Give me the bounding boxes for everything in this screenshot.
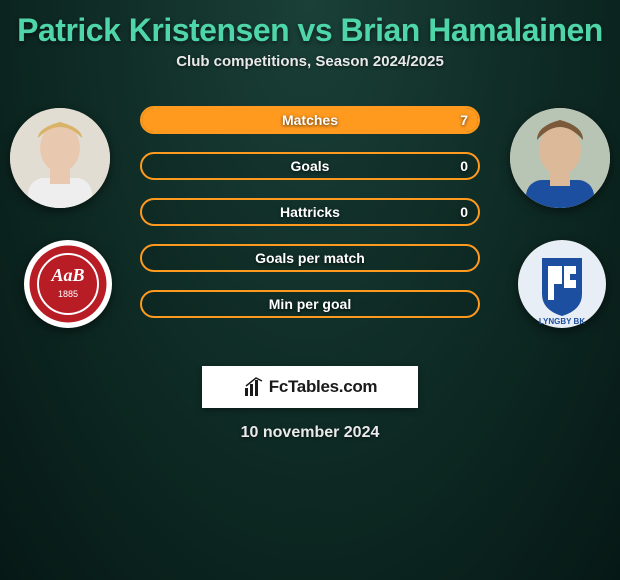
svg-text:1885: 1885 <box>58 289 78 299</box>
brand-text: FcTables.com <box>269 377 378 397</box>
stat-row-goals: Goals 0 <box>140 152 480 180</box>
player-left-avatar <box>10 108 110 208</box>
stat-row-hattricks: Hattricks 0 <box>140 198 480 226</box>
stat-value: 0 <box>460 200 468 224</box>
lyngby-badge-icon: LYNGBY BK <box>518 240 606 328</box>
player-left-club-badge: AaB 1885 <box>24 240 112 328</box>
stat-row-matches: Matches 7 <box>140 106 480 134</box>
stat-bars: Matches 7 Goals 0 Hattricks 0 Goals per … <box>140 98 480 318</box>
page-title: Patrick Kristensen vs Brian Hamalainen <box>0 0 620 53</box>
stat-label: Goals <box>142 154 478 178</box>
player-right-club-badge: LYNGBY BK <box>518 240 606 328</box>
stat-value: 7 <box>460 108 468 132</box>
svg-text:AaB: AaB <box>50 265 84 285</box>
stat-label: Min per goal <box>142 292 478 316</box>
subtitle-text: Club competitions, Season 2024/2025 <box>0 53 620 70</box>
avatar-silhouette-icon <box>510 108 610 208</box>
comparison-panel: AaB 1885 LYNGBY BK Matches 7 Goals 0 Hat… <box>0 98 620 358</box>
svg-text:LYNGBY BK: LYNGBY BK <box>539 317 585 326</box>
stat-label: Matches <box>142 108 478 132</box>
stat-label: Goals per match <box>142 246 478 270</box>
title-text: Patrick Kristensen vs Brian Hamalainen <box>17 12 603 48</box>
brand-watermark: FcTables.com <box>202 366 418 408</box>
avatar-silhouette-icon <box>10 108 110 208</box>
stat-value: 0 <box>460 154 468 178</box>
stat-row-goals-per-match: Goals per match <box>140 244 480 272</box>
player-right-avatar <box>510 108 610 208</box>
chart-icon <box>243 376 265 398</box>
stat-label: Hattricks <box>142 200 478 224</box>
stat-row-min-per-goal: Min per goal <box>140 290 480 318</box>
aalborg-badge-icon: AaB 1885 <box>24 240 112 328</box>
footer-date: 10 november 2024 <box>0 424 620 442</box>
